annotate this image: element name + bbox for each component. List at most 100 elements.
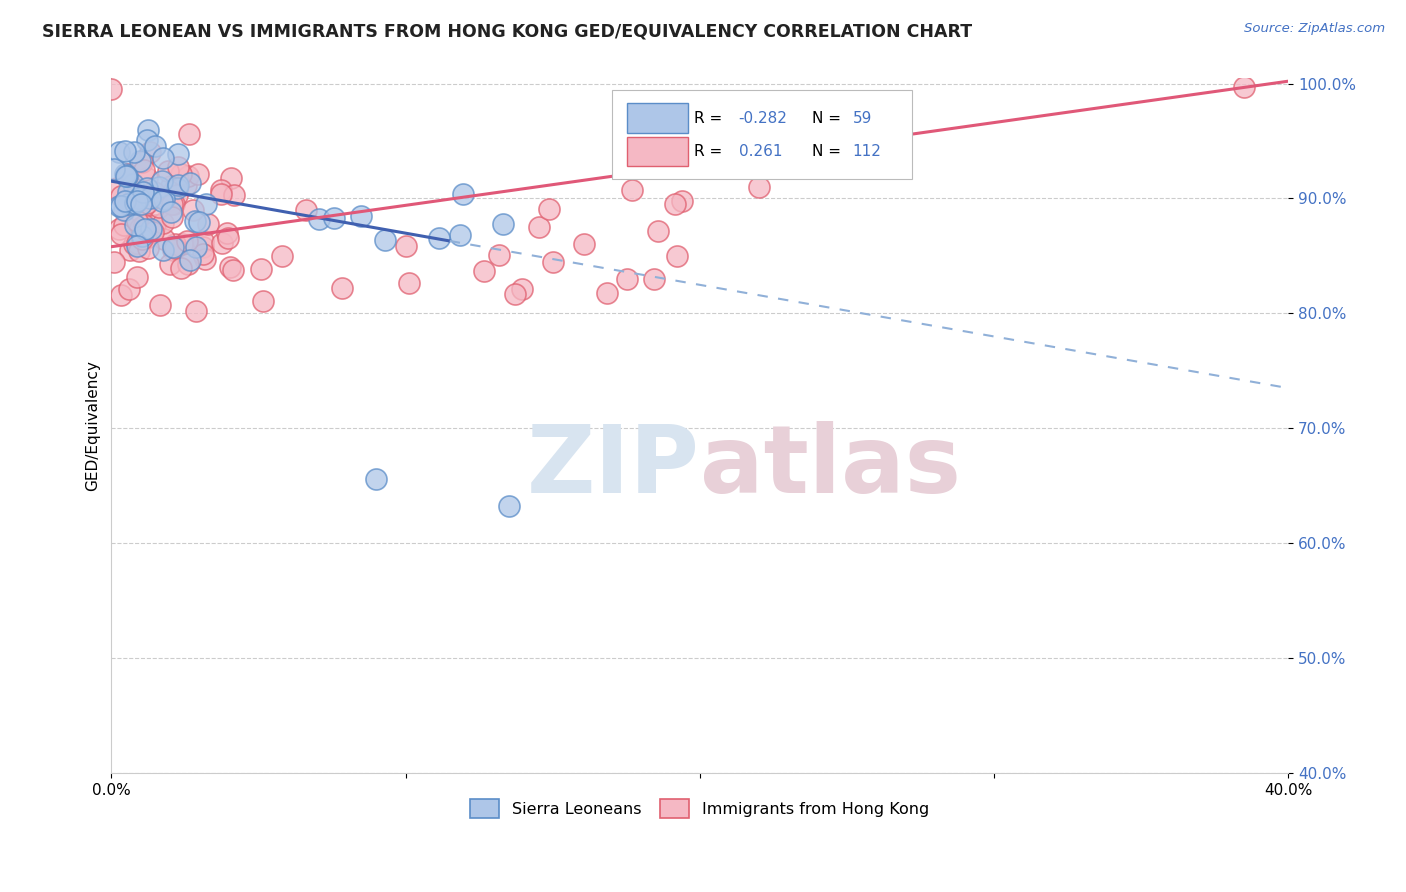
Point [195,196,218,211]
Point [193,235,215,249]
FancyBboxPatch shape [627,136,688,166]
Point [115,169,138,184]
Text: SIERRA LEONEAN VS IMMIGRANTS FROM HONG KONG GED/EQUIVALENCY CORRELATION CHART: SIERRA LEONEAN VS IMMIGRANTS FROM HONG K… [42,22,973,40]
Point [177,169,200,184]
Point [1233,79,1256,94]
Point [488,248,510,262]
Legend: Sierra Leoneans, Immigrants from Hong Kong: Sierra Leoneans, Immigrants from Hong Ko… [464,793,935,824]
Point [170,260,193,275]
Point [150,173,173,187]
Point [160,179,183,194]
Point [114,144,136,158]
Point [538,202,561,217]
Point [163,197,186,211]
Point [142,185,165,199]
Point [169,167,191,181]
Text: N =: N = [811,111,845,126]
Point [162,240,184,254]
Point [215,226,238,240]
Point [110,227,132,241]
Point [160,196,183,211]
Point [110,199,132,213]
Point [177,257,200,271]
Point [647,224,669,238]
Point [163,183,186,197]
Point [308,211,330,226]
Point [187,167,209,181]
Point [143,139,166,153]
Point [167,160,190,174]
Point [100,82,122,96]
Point [174,178,197,193]
Text: -0.282: -0.282 [738,111,787,126]
Point [596,285,619,300]
Point [197,217,219,231]
Point [132,163,155,178]
Point [179,176,201,190]
Text: R =: R = [695,111,727,126]
Point [139,145,162,159]
Point [103,162,125,177]
Point [124,196,146,211]
Point [110,288,132,302]
Point [107,221,129,235]
Point [330,281,353,295]
Point [125,236,148,251]
Point [103,254,125,268]
Point [107,145,129,159]
Point [572,237,595,252]
Point [124,218,146,232]
Point [132,185,155,199]
Point [153,232,176,246]
Point [135,181,157,195]
Point [136,196,159,211]
Point [153,192,176,206]
Point [193,247,215,261]
Point [135,133,157,147]
Point [136,123,159,137]
Point [134,199,156,213]
Point [120,244,142,258]
Point [270,248,292,262]
FancyBboxPatch shape [627,103,688,133]
Text: atlas: atlas [700,421,960,513]
Point [114,167,136,181]
Point [503,286,526,301]
Point [115,169,138,183]
Point [398,276,420,290]
Point [166,187,188,202]
Point [211,235,233,250]
FancyBboxPatch shape [612,89,911,178]
Point [136,171,159,186]
Point [152,216,174,230]
Point [117,167,139,181]
Text: Source: ZipAtlas.com: Source: ZipAtlas.com [1244,22,1385,36]
Point [131,196,153,211]
Point [105,181,128,195]
Point [616,272,638,286]
Point [184,304,207,318]
Point [322,211,344,226]
Point [219,260,242,275]
Point [143,218,166,232]
Point [748,180,770,194]
Point [222,263,245,277]
Point [541,255,564,269]
Point [112,218,135,232]
Point [167,178,190,193]
Point [472,264,495,278]
Y-axis label: GED/Equivalency: GED/Equivalency [86,360,100,491]
Point [117,185,139,199]
Point [671,194,693,209]
Point [165,236,187,251]
Point [125,194,148,208]
Point [194,252,217,266]
Point [664,197,686,211]
Point [124,145,146,159]
Text: 0.261: 0.261 [738,144,782,159]
Point [172,236,194,251]
Point [179,253,201,268]
Point [156,194,179,208]
Point [128,221,150,235]
Point [527,220,550,235]
